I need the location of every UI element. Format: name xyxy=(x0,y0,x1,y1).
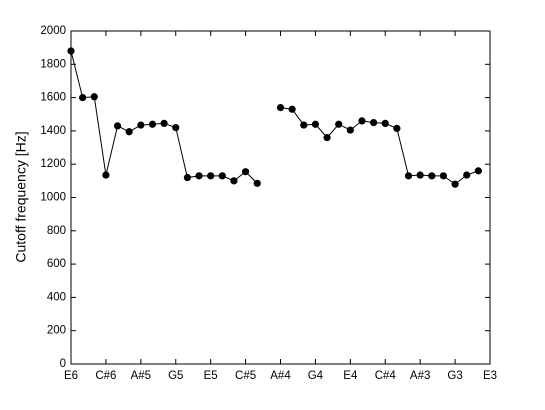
data-point xyxy=(311,120,320,128)
data-point xyxy=(172,123,180,132)
data-point xyxy=(300,121,308,129)
y-tick-label: 1200 xyxy=(40,158,66,170)
data-point xyxy=(346,126,354,134)
data-point xyxy=(160,119,168,128)
x-tick-label: G3 xyxy=(447,370,462,382)
y-tick-label: 1400 xyxy=(40,125,66,137)
plot-frame xyxy=(70,30,491,365)
data-point xyxy=(474,167,482,175)
data-point xyxy=(323,133,331,142)
y-tick-label: 0 xyxy=(60,358,66,370)
x-tick-label: C#4 xyxy=(375,370,397,382)
data-point xyxy=(288,105,296,113)
y-tick-label: 1000 xyxy=(40,192,66,204)
y-axis-label: Cutoff frequency [Hz] xyxy=(13,131,29,262)
data-point xyxy=(207,172,215,180)
y-tick-label: 1800 xyxy=(40,58,66,70)
data-point xyxy=(79,94,87,102)
data-point xyxy=(451,180,459,188)
y-tick-label: 400 xyxy=(47,291,66,303)
data-point xyxy=(125,128,133,136)
data-point xyxy=(253,179,261,187)
data-point xyxy=(67,47,75,55)
x-tick-label: G4 xyxy=(308,370,324,382)
data-point xyxy=(416,171,424,179)
y-tick-label: 2000 xyxy=(40,25,66,37)
x-tick-label: C#5 xyxy=(235,370,256,382)
x-tick-label: E6 xyxy=(64,370,78,382)
data-point xyxy=(335,120,343,128)
data-point xyxy=(230,177,238,185)
y-tick-label: 1600 xyxy=(40,92,66,104)
data-point xyxy=(90,93,98,101)
data-point xyxy=(113,122,122,130)
data-point xyxy=(358,117,366,125)
data-point xyxy=(183,173,191,182)
data-point xyxy=(241,168,250,176)
x-tick-label: A#4 xyxy=(270,370,291,382)
x-tick-label: G5 xyxy=(168,370,183,382)
y-tick-label: 200 xyxy=(47,325,66,337)
x-tick-label: E5 xyxy=(204,370,218,382)
data-point xyxy=(393,124,401,133)
y-tick-label: 600 xyxy=(47,258,66,270)
x-tick-label: C#6 xyxy=(95,370,116,382)
x-tick-label: A#3 xyxy=(410,370,430,382)
data-line xyxy=(70,50,479,185)
data-point xyxy=(439,172,448,180)
data-point xyxy=(195,172,203,180)
data-point xyxy=(370,118,378,127)
data-point xyxy=(276,103,285,112)
data-point xyxy=(404,172,413,180)
data-point xyxy=(218,172,226,180)
x-tick-label: A#5 xyxy=(131,370,151,382)
x-tick-label: E4 xyxy=(343,370,358,382)
x-tick-label: E3 xyxy=(483,370,497,382)
data-point xyxy=(148,120,157,128)
data-point xyxy=(102,171,110,179)
data-point xyxy=(463,171,471,179)
data-point xyxy=(137,121,145,129)
y-tick-label: 800 xyxy=(47,225,66,237)
data-point xyxy=(381,119,389,128)
data-point xyxy=(428,172,436,180)
